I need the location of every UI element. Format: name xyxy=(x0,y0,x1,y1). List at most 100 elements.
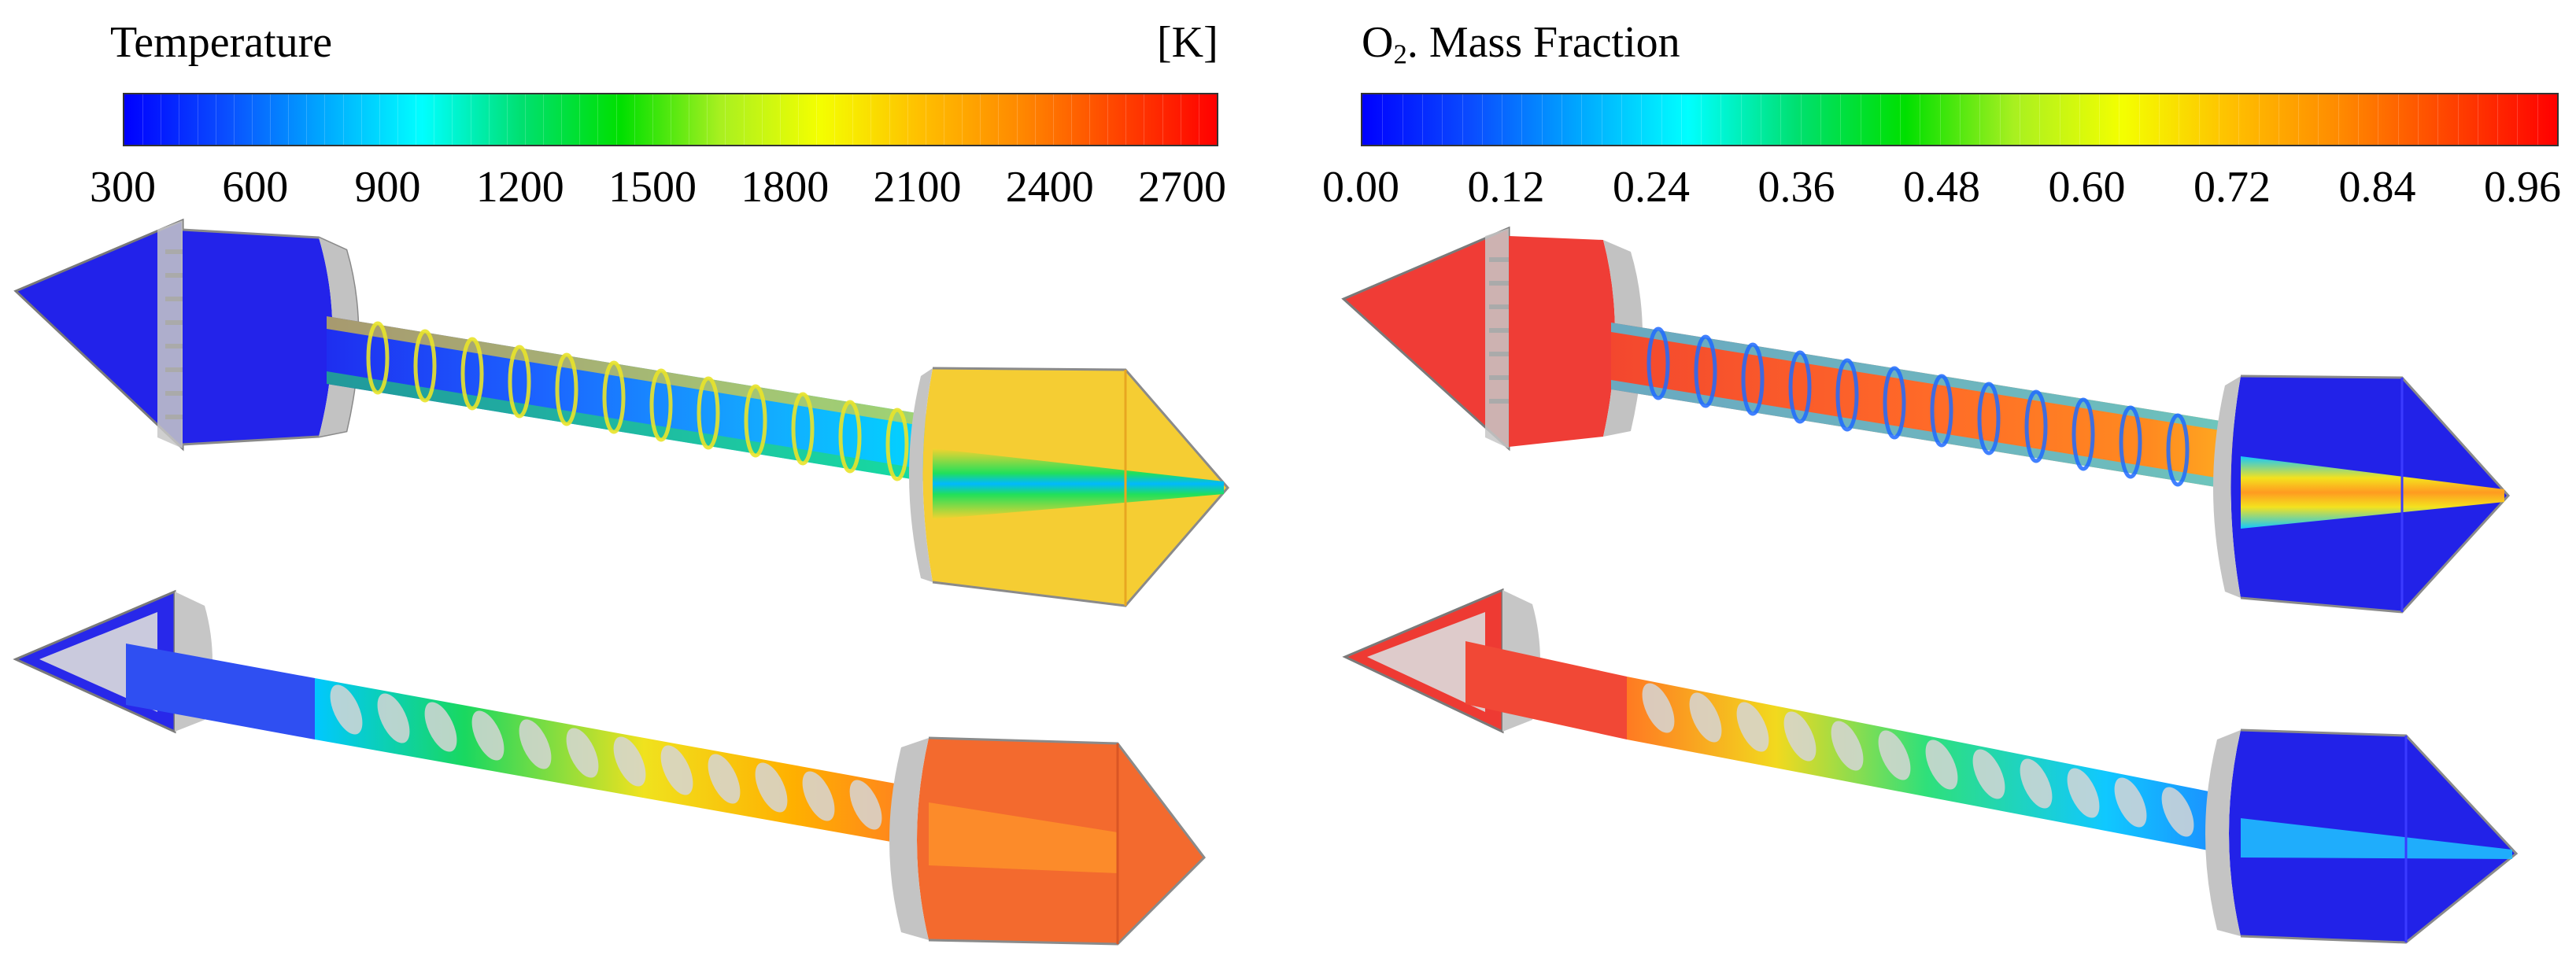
colorbar-band-line xyxy=(980,94,981,145)
oxygen-tick-label: 0.12 xyxy=(1467,163,1545,212)
colorbar-band-line xyxy=(488,94,490,145)
colorbar-band-line xyxy=(579,94,581,145)
colorbar-band-line xyxy=(1720,94,1722,145)
colorbar-band-line xyxy=(1879,94,1881,145)
colorbar-band-line xyxy=(1162,94,1163,145)
temperature-colorbar xyxy=(123,93,1218,146)
colorbar-band-line xyxy=(743,94,745,145)
colorbar-band-line xyxy=(360,94,362,145)
colorbar-band-line xyxy=(889,94,890,145)
colorbar-band-line xyxy=(1089,94,1091,145)
colorbar-band-line xyxy=(1960,94,1961,145)
colorbar-band-line xyxy=(2397,94,2399,145)
colorbar-band-line xyxy=(2198,94,2200,145)
outlet-rim xyxy=(909,368,933,582)
colorbar-band-line xyxy=(1680,94,1682,145)
oxygen-title-suffix: . Mass Fraction xyxy=(1406,18,1680,67)
colorbar-band-line xyxy=(1999,94,2001,145)
mixing-section xyxy=(1465,641,1627,739)
temperature-tick-label: 2100 xyxy=(873,163,962,212)
oxygen-tick-label: 0.00 xyxy=(1322,163,1399,212)
temperature-legend-title: Temperature xyxy=(110,18,333,67)
colorbar-band-line xyxy=(2417,94,2419,145)
colorbar-band-line xyxy=(998,94,1000,145)
colorbar-band-line xyxy=(907,94,908,145)
colorbar-band-line xyxy=(1701,94,1702,145)
oxygen-title-subscript: 2 xyxy=(1393,39,1407,70)
colorbar-band-line xyxy=(1107,94,1109,145)
colorbar-band-line xyxy=(962,94,963,145)
colorbar-band-line xyxy=(634,94,635,145)
colorbar-band-line xyxy=(452,94,453,145)
inlet-cone-rim xyxy=(157,220,183,448)
colorbar-band-line xyxy=(1800,94,1802,145)
outlet-rim xyxy=(2205,730,2241,936)
temperature-tick-label: 1200 xyxy=(475,163,564,212)
colorbar-band-line xyxy=(816,94,818,145)
temperature-tick-label: 600 xyxy=(222,163,289,212)
colorbar-band-line xyxy=(142,94,144,145)
combustion-chamber xyxy=(183,230,333,444)
colorbar-band-line xyxy=(1481,94,1483,145)
oxygen-legend-title: O2. Mass Fraction xyxy=(1362,19,1680,79)
colorbar-band-line xyxy=(652,94,653,145)
inlet-cone xyxy=(1341,226,1510,452)
colorbar-band-line xyxy=(2338,94,2339,145)
colorbar-band-line xyxy=(1462,94,1463,145)
colorbar-band-line xyxy=(1581,94,1583,145)
colorbar-band-line xyxy=(1421,94,1423,145)
colorbar-band-line xyxy=(342,94,344,145)
colorbar-band-line xyxy=(834,94,836,145)
helical-tube xyxy=(315,678,913,846)
temperature-design-a xyxy=(13,218,1229,607)
colorbar-band-line xyxy=(1939,94,1941,145)
colorbar-band-line xyxy=(2358,94,2359,145)
colorbar-band-line xyxy=(1621,94,1622,145)
oxygen-tick-label: 0.36 xyxy=(1757,163,1835,212)
colorbar-band-line xyxy=(1541,94,1543,145)
colorbar-band-line xyxy=(561,94,563,145)
temperature-design-b xyxy=(13,589,1206,946)
colorbar-band-line xyxy=(1125,94,1127,145)
mixing-section xyxy=(126,644,315,739)
colorbar-band-line xyxy=(2138,94,2140,145)
colorbar-band-line xyxy=(761,94,763,145)
colorbar-band-line xyxy=(1052,94,1054,145)
colorbar-band-line xyxy=(2437,94,2439,145)
temperature-tick-label: 300 xyxy=(90,163,156,212)
oxygen-panel: O2. Mass Fraction 0.00 0.12 0.24 0.36 0.48 0.… xyxy=(1288,0,2576,970)
colorbar-band-line xyxy=(1641,94,1643,145)
oxygen-geometry-views xyxy=(1341,226,2519,944)
colorbar-band-line xyxy=(1979,94,1981,145)
colorbar-band-line xyxy=(779,94,781,145)
colorbar-band-line xyxy=(270,94,272,145)
colorbar-band-line xyxy=(1740,94,1742,145)
oxygen-colorbar xyxy=(1361,93,2559,146)
outlet-rim xyxy=(889,738,929,940)
colorbar-band-line xyxy=(1016,94,1018,145)
helix-turns xyxy=(330,684,882,830)
colorbar-band-line xyxy=(1900,94,1902,145)
outlet-oxygen-core xyxy=(2241,818,2512,859)
colorbar-band-line xyxy=(1561,94,1562,145)
colorbar-band-line xyxy=(397,94,398,145)
colorbar-band-line xyxy=(1661,94,1662,145)
temperature-tick-label: 2700 xyxy=(1138,163,1226,212)
outlet-flame-core xyxy=(933,448,1224,519)
combustion-chamber xyxy=(1509,236,1615,447)
colorbar-band-line xyxy=(2039,94,2041,145)
oxygen-tick-label: 0.48 xyxy=(1903,163,1980,212)
colorbar-band-line xyxy=(2258,94,2260,145)
tube-rings xyxy=(1646,326,2190,487)
colorbar-band-line xyxy=(1840,94,1842,145)
colorbar-band-line xyxy=(870,94,872,145)
colorbar-band-line xyxy=(707,94,708,145)
colorbar-band-line xyxy=(251,94,253,145)
oxygen-tick-label: 0.84 xyxy=(2338,163,2416,212)
colorbar-band-line xyxy=(2517,94,2519,145)
temperature-panel: Temperature [K] 300 600 900 1200 1500 1800 210… xyxy=(13,18,1229,946)
colorbar-band-line xyxy=(597,94,599,145)
colorbar-band-line xyxy=(2537,94,2538,145)
helix-turns xyxy=(1642,683,2194,837)
colorbar-band-line xyxy=(725,94,726,145)
